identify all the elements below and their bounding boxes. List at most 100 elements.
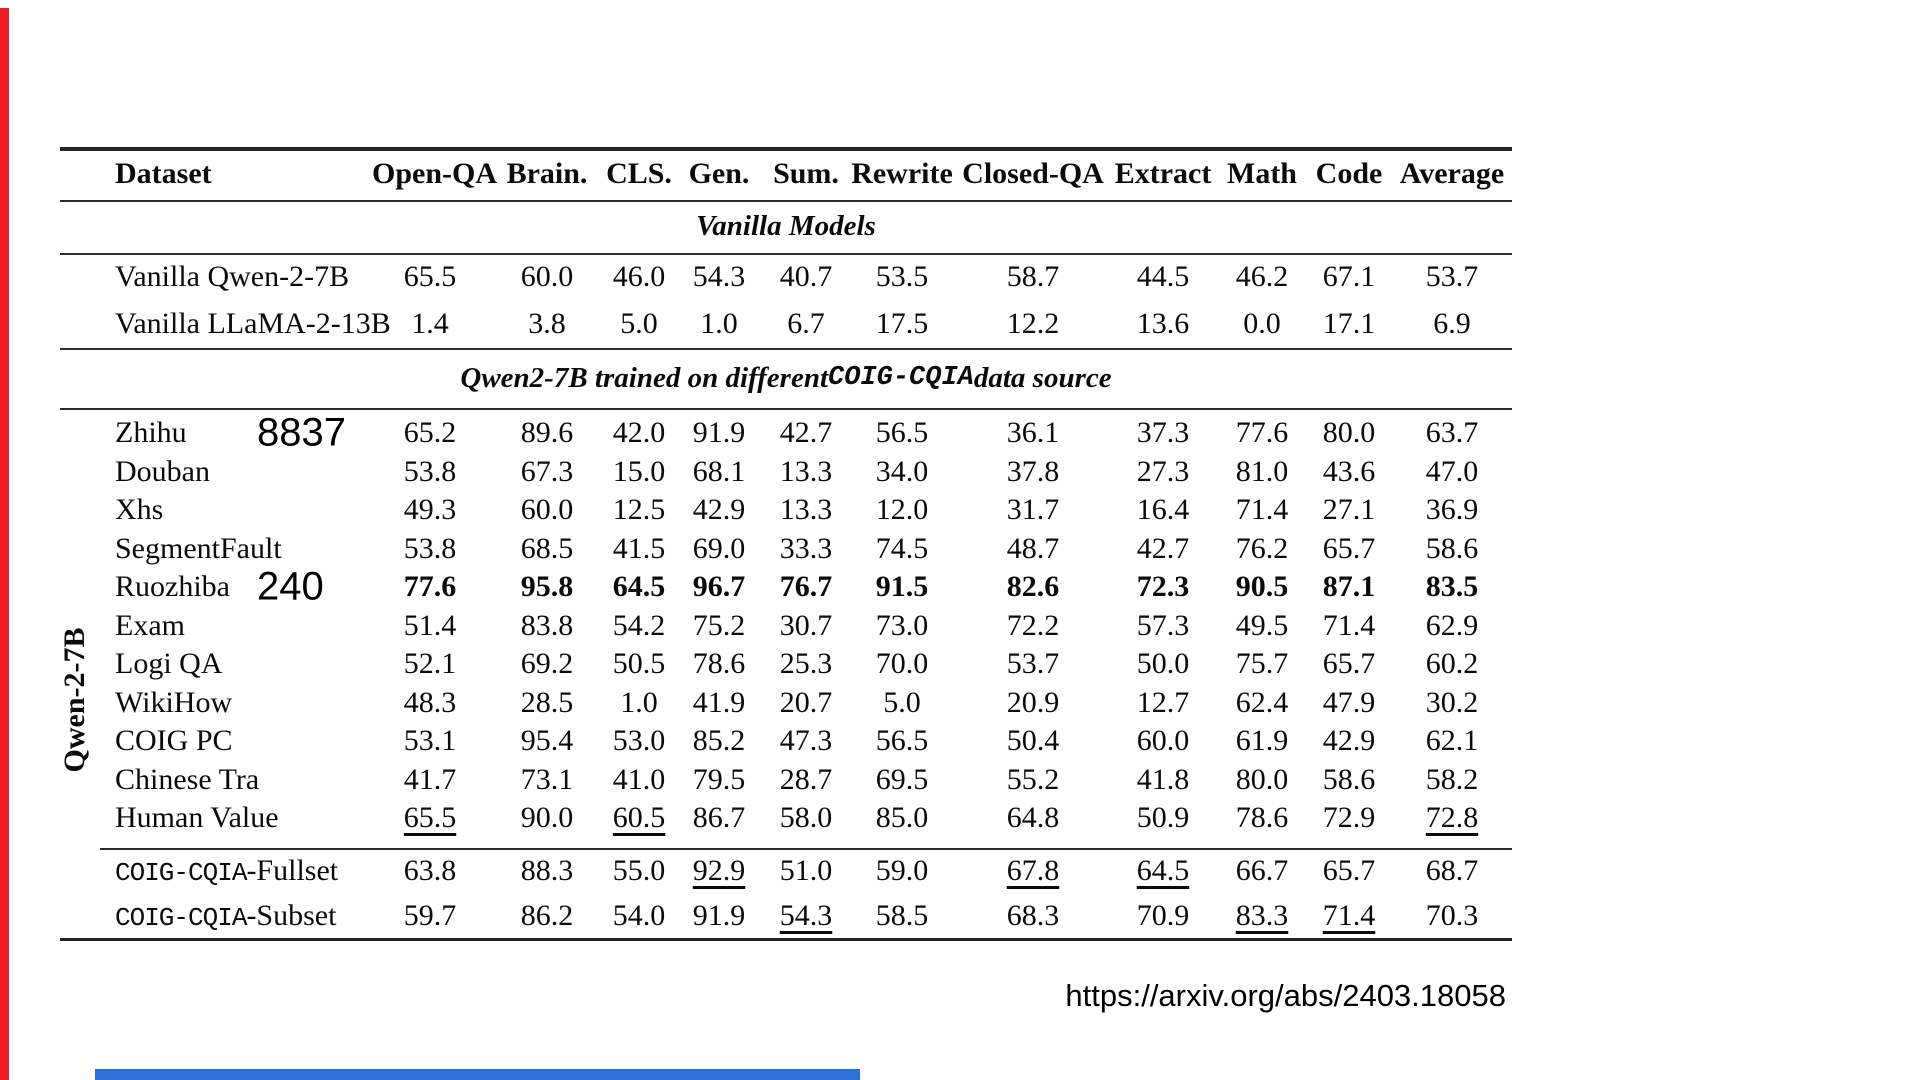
score-cell: 92.9 [672,854,766,888]
score-cell: 44.5 [1108,260,1218,294]
score-value: 72.3 [1136,570,1190,604]
score-value: 55.0 [612,853,666,887]
score-cell: 42.7 [1108,532,1218,566]
score-value: 48.7 [1006,531,1060,565]
row-label: COIG-CQIA-Subset [60,899,372,933]
score-value: 17.1 [1322,307,1376,340]
dataset-name: COIG PC [115,724,233,758]
score-value: 87.1 [1322,570,1376,604]
section-title-vanilla-models: Vanilla Models [60,200,1512,253]
dataset-name: Xhs [115,493,164,527]
column-header: Extract [1114,156,1212,190]
score-value: 13.3 [779,454,833,488]
score-cell: 53.7 [1392,260,1512,294]
score-cell: 68.5 [488,532,606,566]
score-cell: 54.3 [672,260,766,294]
score-value: 48.3 [403,685,457,719]
score-value: 57.3 [1136,608,1190,642]
score-value: 60.0 [520,259,574,293]
score-value: 49.5 [1235,608,1289,642]
score-value: 68.3 [1006,898,1060,932]
row-label: Human Value [60,801,372,835]
score-value: 54.0 [612,898,666,932]
score-value: 67.1 [1322,259,1376,293]
score-cell: 70.3 [1392,899,1512,933]
score-value: 30.2 [1425,685,1479,719]
column-header: CLS. [606,156,672,190]
score-value: 74.5 [875,531,929,565]
count-annotation: 8837 [257,410,346,455]
score-cell: 65.7 [1306,854,1392,888]
dataset-name-mono: COIG-CQIA [115,902,247,933]
rule-below-vanilla-rows [60,348,1512,350]
score-cell: 58.6 [1392,532,1512,566]
score-value: 72.9 [1322,801,1376,835]
score-value: 12.0 [875,493,929,527]
score-value: 65.5 [403,259,457,293]
score-cell: 64.8 [958,801,1108,835]
score-value: 92.9 [692,853,746,887]
score-cell: 72.3 [1108,570,1218,604]
score-cell: 12.7 [1108,686,1218,720]
score-cell: 90.0 [488,801,606,835]
score-cell: 60.0 [488,260,606,294]
score-value: 44.5 [1136,259,1190,293]
score-value: 88.3 [520,853,574,887]
dataset-name: SegmentFault [115,531,282,565]
dataset-name-mono: COIG-CQIA [115,857,247,888]
score-cell: 20.9 [958,686,1108,720]
section-title-mono: COIG-CQIA [828,363,974,393]
row-label: Exam [60,609,372,643]
score-value: 30.7 [779,608,833,642]
score-cell: 42.9 [672,493,766,527]
score-value: 60.5 [612,801,666,835]
score-value: 65.2 [403,416,457,450]
score-cell: 83.8 [488,609,606,643]
score-value: 47.9 [1322,685,1376,719]
score-cell: 70.0 [846,647,958,681]
dataset-name: WikiHow [115,685,233,719]
score-value: 60.0 [1136,724,1190,758]
score-value: 50.0 [1136,647,1190,681]
score-cell: 48.7 [958,532,1108,566]
score-value: 86.7 [692,801,746,835]
score-value: 41.5 [612,531,666,565]
score-value: 53.7 [1425,259,1479,293]
column-header: Dataset [115,156,212,190]
score-value: 53.1 [403,724,457,758]
score-cell: 58.0 [766,801,846,835]
count-annotation: 240 [257,564,324,609]
row-label: COIG-CQIA-Fullset [60,854,372,888]
score-value: 53.0 [612,724,666,758]
score-cell: 1.0 [606,686,672,720]
score-value: 90.0 [520,801,574,835]
score-value: 58.6 [1425,531,1479,565]
score-cell: 47.0 [1392,455,1512,489]
table-row: Vanilla LLaMA-2-13B 1.4 3.8 5.0 1.0 6.7 17.5 12… [60,300,1512,348]
score-cell: 54.3 [766,899,846,933]
rule-bottom [60,938,1512,941]
score-cell: 41.9 [672,686,766,720]
score-cell: 42.0 [606,416,672,450]
score-value: 52.1 [403,647,457,681]
score-value: 42.7 [1136,531,1190,565]
dataset-name: Human Value [115,801,279,835]
score-value: 28.7 [779,762,833,796]
column-header: Gen. [688,156,750,190]
blue-accent-bar [95,1069,860,1080]
score-value: 67.8 [1006,853,1060,887]
score-cell: 68.3 [958,899,1108,933]
score-cell: 36.9 [1392,493,1512,527]
score-value: 60.0 [520,493,574,527]
score-cell: 63.7 [1392,416,1512,450]
score-value: 64.5 [612,570,666,604]
table-row: Exam 51.4 83.8 54.2 75.2 30.7 73.0 72.2 57.3 49.5… [60,607,1512,646]
table-row: COIG PC 53.1 95.4 53.0 85.2 47.3 56.5 50.4 60.0 6… [60,722,1512,761]
row-label: SegmentFault [60,532,372,566]
score-cell: 53.1 [372,724,488,758]
score-cell: 80.0 [1218,763,1306,797]
score-cell: 86.7 [672,801,766,835]
score-cell: 5.0 [606,307,672,341]
score-value: 41.9 [692,685,746,719]
score-value: 58.0 [779,801,833,835]
